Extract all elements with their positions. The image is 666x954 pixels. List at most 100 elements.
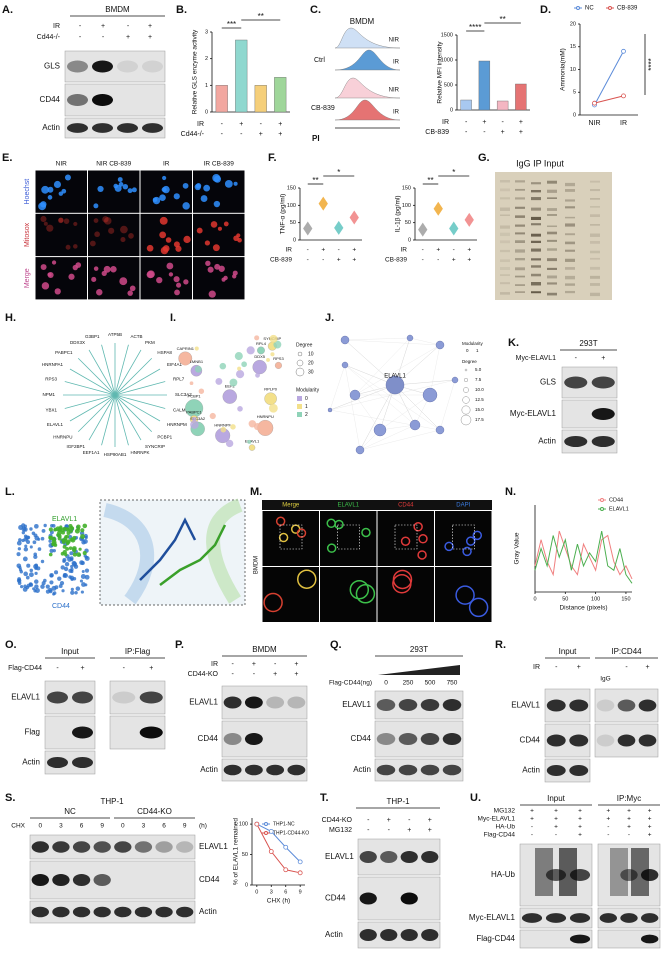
gel-band	[500, 232, 510, 237]
gel-band	[500, 188, 510, 192]
node-label: PABPC1	[55, 350, 73, 355]
ubiquitin-smear	[535, 848, 553, 896]
atom	[16, 563, 22, 569]
header: 293T	[410, 645, 428, 654]
network-node	[246, 346, 255, 355]
blot-band	[93, 906, 111, 918]
condition-sign: -	[56, 665, 59, 672]
condition-sign: +	[482, 119, 486, 126]
header: BMDM	[105, 5, 130, 14]
condition-sign: +	[352, 257, 356, 264]
condition-sign: +	[428, 817, 432, 824]
gel-band	[565, 182, 575, 187]
cell	[159, 231, 167, 239]
gel-band	[565, 216, 575, 219]
histogram	[334, 99, 401, 121]
cell	[444, 541, 454, 552]
blot-band	[155, 906, 173, 918]
network-node	[222, 389, 237, 404]
cell	[182, 182, 189, 189]
blot	[64, 117, 166, 139]
node-label: EEF1A1	[83, 450, 100, 455]
gel-band	[500, 214, 510, 217]
network-edge	[344, 364, 416, 426]
data-point	[592, 100, 597, 106]
atom	[16, 552, 21, 557]
gel-band	[590, 214, 600, 217]
cell	[47, 186, 54, 193]
gel-band	[531, 189, 541, 193]
network-node	[355, 445, 365, 455]
atom	[61, 530, 66, 535]
cell	[349, 579, 370, 600]
atom	[20, 585, 24, 589]
gel-band	[590, 257, 600, 260]
cell	[101, 270, 107, 276]
network-node	[264, 392, 277, 405]
blot-label: CD44	[520, 736, 541, 745]
gel-band	[547, 267, 557, 270]
blot	[597, 929, 661, 949]
cell	[183, 279, 189, 285]
node-label: SLC3A2	[190, 416, 206, 421]
network-edge	[69, 394, 116, 422]
row-label: Merge	[24, 268, 31, 288]
ubiquitin-smear	[610, 848, 628, 896]
atom	[62, 544, 67, 549]
atom	[55, 526, 61, 532]
legend-label: 1	[305, 404, 308, 410]
micrograph	[320, 567, 377, 622]
condition-sign: +	[148, 23, 152, 30]
condition-sign: +	[126, 34, 130, 41]
legend-label: CD44	[609, 497, 623, 503]
blot-band	[442, 764, 462, 776]
blot-band	[92, 94, 113, 106]
atom	[40, 536, 45, 541]
blot-band	[640, 913, 659, 923]
condition-sign: +	[294, 661, 298, 668]
blot-label: Actin	[199, 907, 217, 916]
cell	[204, 240, 211, 246]
node-label: RPS3	[45, 377, 57, 382]
y-tick-label: 500	[444, 82, 453, 88]
condition-sign: -	[531, 832, 533, 839]
cell	[93, 203, 99, 209]
data-point	[268, 829, 274, 834]
violin	[334, 220, 344, 235]
condition-sign: +	[648, 824, 652, 831]
network-node	[409, 419, 421, 431]
y-axis-label: Gray Value	[514, 532, 521, 564]
legend-label: 0	[466, 348, 469, 353]
cell	[166, 262, 174, 270]
network-edge	[329, 409, 441, 431]
significance: *	[452, 168, 455, 177]
protein-label: CD44	[52, 603, 70, 610]
network-edge	[88, 394, 116, 441]
node-label: RPS3	[273, 356, 284, 361]
gel-band	[531, 182, 541, 185]
atom	[76, 552, 81, 557]
atom	[34, 563, 38, 568]
condition-sign: 0	[39, 823, 43, 830]
panel-letter: A.	[2, 4, 13, 16]
blot-band	[287, 696, 306, 709]
blot-band	[400, 892, 418, 905]
blot-band	[546, 765, 566, 776]
blot-label: Actin	[200, 765, 218, 774]
atom	[61, 589, 65, 593]
condition-sign: 250	[403, 680, 414, 687]
cell	[108, 227, 115, 234]
gel-band	[590, 206, 600, 208]
cell	[223, 221, 229, 227]
gel-band	[547, 292, 557, 296]
ubiquitin-smear	[559, 848, 577, 896]
atom	[48, 527, 53, 532]
node-label: DDX3X	[70, 340, 85, 345]
gel-band	[531, 197, 541, 201]
atom	[68, 546, 73, 550]
network-node	[341, 361, 349, 369]
cell	[210, 221, 218, 228]
cell	[194, 183, 201, 191]
blot-band	[93, 874, 111, 886]
